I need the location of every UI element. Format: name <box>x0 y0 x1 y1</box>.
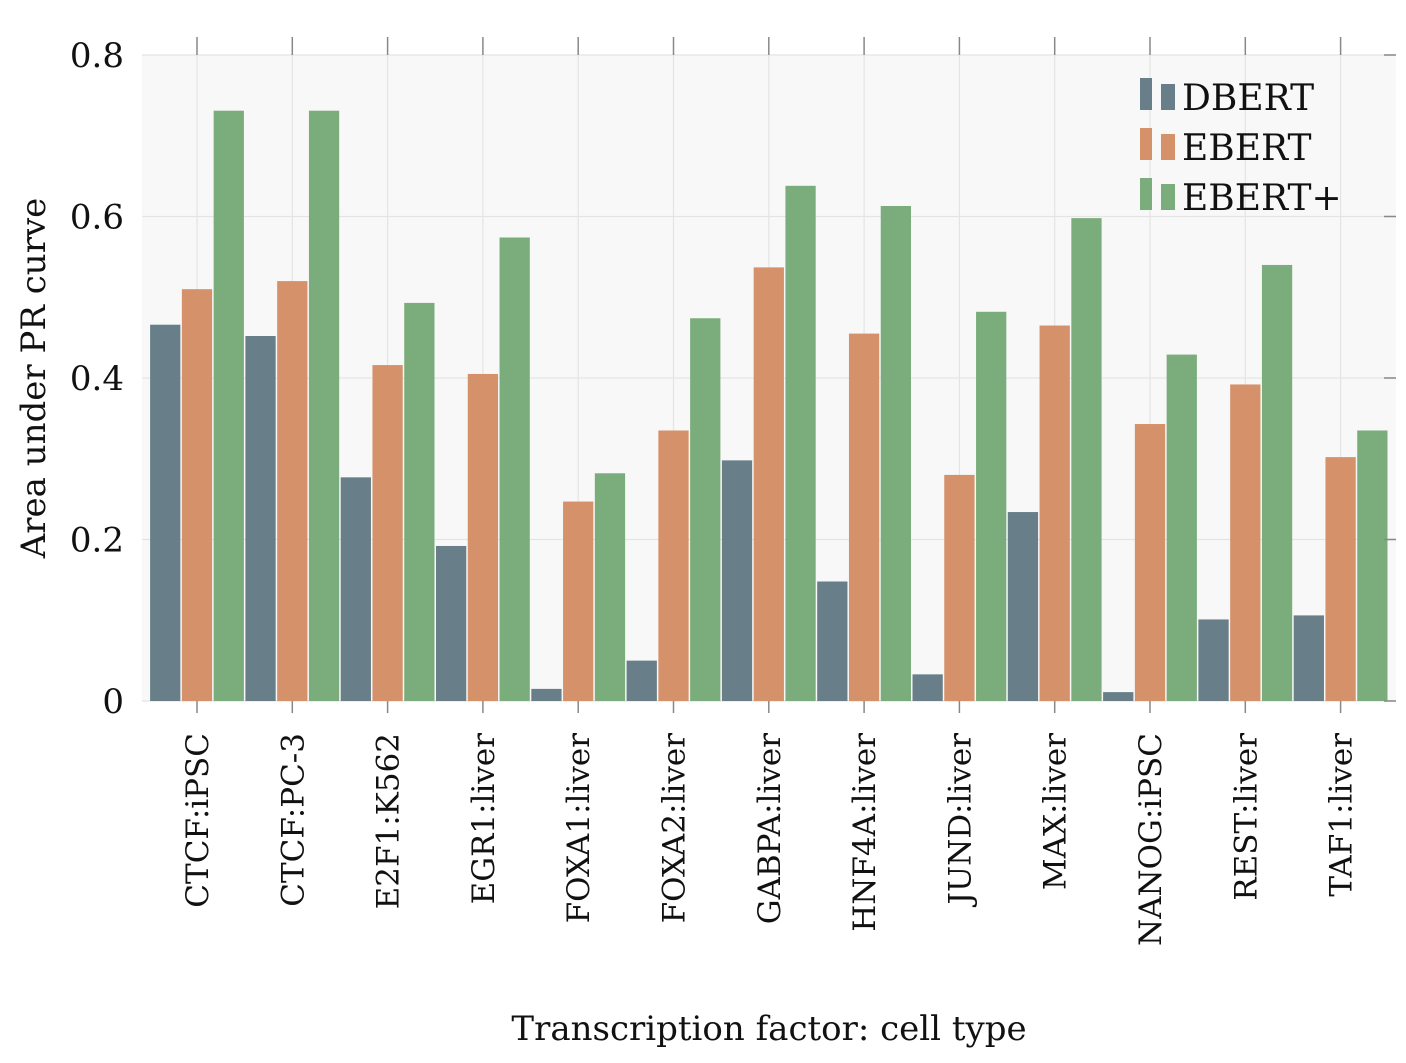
bar <box>531 688 562 701</box>
bar <box>1230 384 1261 701</box>
bar <box>721 460 753 701</box>
x-tick-label: CTCF:iPSC <box>180 733 216 908</box>
x-tick-label: CTCF:PC-3 <box>275 733 311 907</box>
bar <box>340 477 371 701</box>
x-tick-label: EGR1:liver <box>466 733 502 905</box>
bar <box>404 302 435 701</box>
bar <box>912 674 943 701</box>
bar <box>436 545 467 701</box>
y-tick-label: 0.8 <box>70 36 124 76</box>
bar <box>785 185 816 701</box>
bar <box>150 324 181 701</box>
legend-swatch <box>1140 178 1152 210</box>
legend-swatch <box>1161 184 1175 210</box>
x-tick-label: HNF4A:liver <box>847 733 883 932</box>
bar <box>976 311 1007 701</box>
bar <box>944 474 975 701</box>
bar <box>467 373 499 701</box>
bar <box>372 365 403 701</box>
bar <box>1293 615 1324 701</box>
bar <box>1198 619 1229 701</box>
x-tick-label: GABPA:liver <box>752 733 788 924</box>
legend-swatch <box>1140 128 1152 160</box>
bar <box>1325 457 1356 701</box>
legend-swatch <box>1161 134 1175 160</box>
legend-label: DBERT <box>1182 78 1314 119</box>
x-axis-title: Transcription factor: cell type <box>511 1009 1026 1049</box>
bar <box>817 581 848 701</box>
x-tick-label: E2F1:K562 <box>371 733 407 909</box>
bar <box>594 473 626 701</box>
bar <box>277 281 308 701</box>
legend-swatch <box>1140 78 1152 110</box>
bar <box>1007 512 1039 701</box>
bar <box>1166 354 1197 701</box>
y-tick-label: 0.2 <box>70 521 124 561</box>
legend: DBERT EBERT EBERT+ <box>1140 78 1342 219</box>
bar <box>1039 325 1070 701</box>
x-tick-label: MAX:liver <box>1038 733 1074 890</box>
x-tick-label: FOXA2:liver <box>657 733 693 924</box>
bar <box>1103 692 1134 701</box>
x-tick-label: FOXA1:liver <box>561 733 597 924</box>
y-tick-label: 0.6 <box>70 198 124 238</box>
bar <box>213 110 244 701</box>
bar <box>753 267 784 701</box>
bar <box>308 110 340 701</box>
bars <box>150 110 1388 702</box>
bar <box>1261 264 1293 701</box>
bar <box>499 237 530 701</box>
bar <box>848 333 880 701</box>
axes: 0 0.2 0.4 0.6 0.8 CTCF:iPSC CTCF:PC-3 E2F1:K562… <box>70 36 1396 946</box>
bar <box>1357 430 1388 701</box>
y-tick-label: 0.4 <box>70 359 124 399</box>
legend-swatch <box>1161 84 1175 110</box>
y-tick-label: 0 <box>102 682 124 722</box>
bar <box>245 336 276 701</box>
x-tick-label: REST:liver <box>1228 733 1264 901</box>
bar <box>1071 218 1102 702</box>
bar <box>563 501 594 701</box>
bar <box>1134 424 1166 701</box>
x-tick-label: NANOG:iPSC <box>1133 733 1169 946</box>
legend-label: EBERT <box>1182 128 1312 169</box>
x-tick-label: JUND:liver <box>942 733 978 908</box>
bar <box>181 289 213 701</box>
x-tick-label: TAF1:liver <box>1324 733 1360 897</box>
y-axis-title: Area under PR curve <box>14 198 54 560</box>
bar <box>690 318 721 701</box>
bar <box>658 430 689 701</box>
bar <box>626 660 657 701</box>
legend-label: EBERT+ <box>1182 178 1342 219</box>
bar <box>880 206 911 701</box>
